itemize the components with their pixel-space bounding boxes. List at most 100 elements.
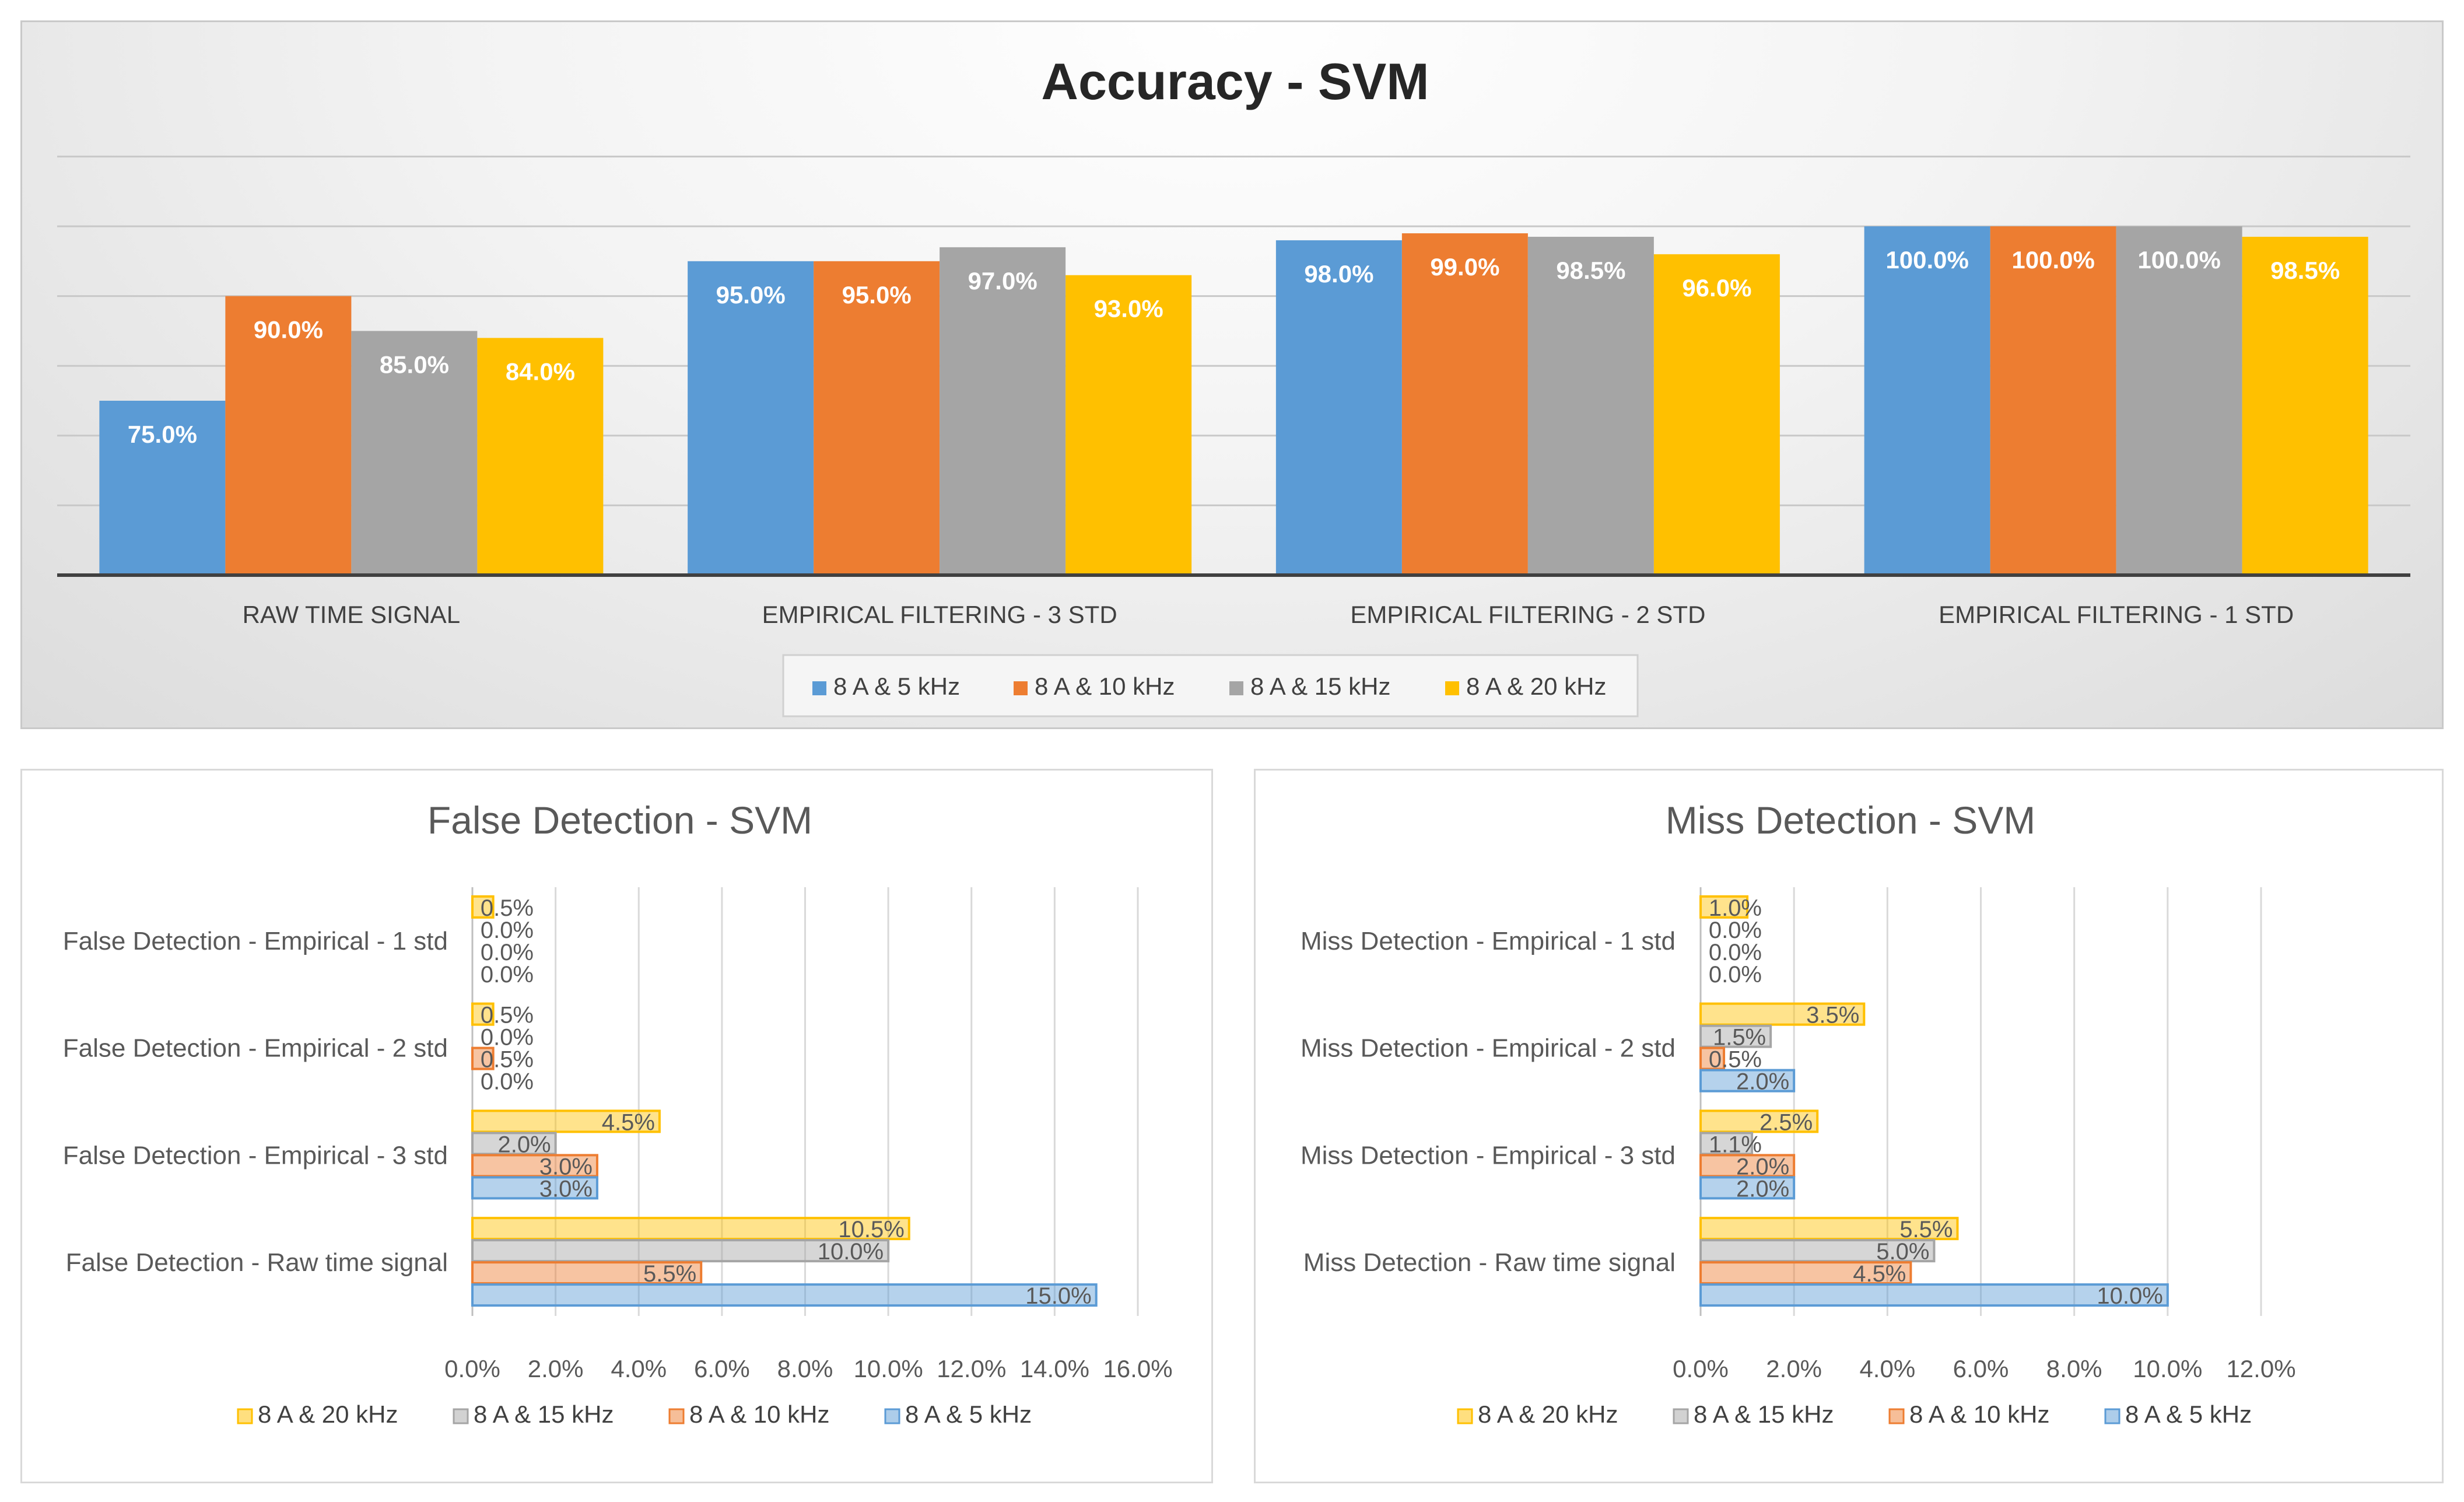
legend-label: 8 A & 5 kHz — [833, 673, 960, 700]
false-detection-chart: False Detection - SVM 0.0% 2.0% 4.0% 6.0% 8.0… — [63, 799, 1173, 1428]
category-label: EMPIRICAL FILTERING - 3 STD — [762, 601, 1117, 628]
tick-label: 10.0% — [854, 1355, 923, 1382]
data-label: 98.5% — [2270, 257, 2340, 284]
data-label: 0.0% — [481, 940, 534, 965]
data-label: 1.5% — [1713, 1025, 1766, 1051]
data-label: 0.5% — [481, 1003, 534, 1028]
data-label: 10.0% — [2097, 1283, 2162, 1309]
bar — [471, 1154, 598, 1178]
data-label: 0.5% — [481, 1047, 534, 1073]
miss-detection-chart-panel: Miss Detection - SVM 0.0% 2.0% 4.0% 6.0% 8.0%… — [1254, 769, 2444, 1483]
accuracy-chart-panel: Accuracy - SVM 75.0% 90.0% 85.0% 84.0% RAW TI… — [20, 20, 2444, 729]
bar — [1653, 254, 1780, 576]
legend-label: 8 A & 15 kHz — [474, 1401, 614, 1428]
bar — [99, 401, 226, 575]
data-label: 93.0% — [1094, 295, 1163, 323]
data-label: 0.0% — [1709, 918, 1762, 943]
tick-label: 16.0% — [1103, 1355, 1172, 1382]
bar — [1699, 1283, 2169, 1307]
tick-label: 14.0% — [1020, 1355, 1089, 1382]
data-label: 100.0% — [2011, 246, 2094, 274]
legend-swatch — [812, 681, 826, 695]
legend-swatch — [1673, 1408, 1689, 1424]
legend-swatch — [1445, 681, 1459, 695]
category-label: Miss Detection - Empirical - 2 std — [1301, 1034, 1676, 1063]
data-label: 0.0% — [481, 918, 534, 943]
tick-label: 12.0% — [2226, 1355, 2295, 1382]
legend-swatch — [668, 1408, 685, 1424]
tick-label: 8.0% — [777, 1355, 833, 1382]
tick-label: 0.0% — [1673, 1355, 1729, 1382]
tick-label: 6.0% — [694, 1355, 750, 1382]
data-label: 3.5% — [1806, 1003, 1859, 1028]
tick-label: 2.0% — [1766, 1355, 1822, 1382]
data-label: 2.0% — [1736, 1154, 1789, 1179]
category-label: EMPIRICAL FILTERING - 2 STD — [1350, 601, 1705, 628]
data-label: 4.5% — [1853, 1261, 1906, 1287]
bar — [1699, 1239, 1936, 1263]
legend-label: 8 A & 5 kHz — [2125, 1401, 2252, 1428]
category-label: False Detection - Raw time signal — [66, 1248, 448, 1277]
bar — [1699, 1261, 1912, 1285]
chart-title: False Detection - SVM — [427, 799, 812, 842]
data-label: 84.0% — [506, 358, 575, 385]
chart-title: Miss Detection - SVM — [1666, 799, 2035, 842]
data-label: 3.0% — [539, 1176, 593, 1202]
tick-label: 12.0% — [937, 1355, 1006, 1382]
bar — [1699, 1069, 1796, 1093]
legend-label: 8 A & 5 kHz — [905, 1401, 1032, 1428]
bar — [1864, 226, 1990, 575]
category-label: False Detection - Empirical - 3 std — [63, 1141, 448, 1170]
data-label: 5.5% — [1899, 1217, 1953, 1242]
legend-label: 8 A & 15 kHz — [1250, 673, 1390, 700]
legend-swatch — [1457, 1408, 1473, 1424]
data-label: 15.0% — [1025, 1283, 1091, 1309]
data-label: 95.0% — [716, 281, 786, 309]
data-label: 0.5% — [481, 895, 534, 921]
bar — [1065, 275, 1192, 576]
data-label: 96.0% — [1682, 274, 1751, 302]
data-label: 98.5% — [1556, 257, 1625, 284]
data-label: 1.0% — [1709, 895, 1762, 921]
data-label: 97.0% — [968, 267, 1038, 295]
bar — [351, 331, 478, 575]
data-label: 4.5% — [602, 1109, 655, 1135]
data-label: 3.0% — [539, 1154, 593, 1179]
tick-label: 8.0% — [2046, 1355, 2102, 1382]
data-label: 100.0% — [2137, 246, 2220, 274]
data-label: 0.0% — [481, 1069, 534, 1095]
bar — [940, 247, 1066, 575]
bar — [471, 895, 495, 919]
miss-detection-chart: Miss Detection - SVM 0.0% 2.0% 4.0% 6.0% 8.0%… — [1301, 799, 2296, 1428]
category-label: Miss Detection - Raw time signal — [1303, 1248, 1676, 1277]
data-label: 0.5% — [1709, 1047, 1762, 1073]
tick-label: 0.0% — [444, 1355, 500, 1382]
tick-label: 4.0% — [1859, 1355, 1915, 1382]
legend-label: 8 A & 10 kHz — [1909, 1401, 2049, 1428]
bar — [471, 1002, 495, 1026]
data-label: 0.0% — [1709, 940, 1762, 965]
data-label: 1.1% — [1709, 1132, 1762, 1157]
bar — [1699, 1002, 1866, 1026]
false-detection-chart-panel: False Detection - SVM 0.0% 2.0% 4.0% 6.0% 8.0… — [20, 769, 1213, 1483]
legend-label: 8 A & 15 kHz — [1694, 1401, 1834, 1428]
data-label: 2.0% — [1736, 1176, 1789, 1202]
bar — [688, 261, 814, 575]
bar — [2116, 226, 2242, 575]
bar — [471, 1109, 661, 1133]
legend-swatch — [1229, 681, 1243, 695]
data-label: 0.0% — [481, 962, 534, 988]
tick-label: 4.0% — [611, 1355, 667, 1382]
data-label: 85.0% — [380, 351, 449, 378]
bar — [1699, 895, 1749, 919]
bar — [471, 1132, 557, 1156]
bar — [1527, 236, 1654, 575]
bar — [814, 261, 940, 575]
legend-label: 8 A & 10 kHz — [1035, 673, 1175, 700]
bar — [471, 1046, 495, 1070]
data-label: 2.0% — [1736, 1069, 1789, 1095]
category-label: EMPIRICAL FILTERING - 1 STD — [1939, 601, 2294, 628]
legend-label: 8 A & 10 kHz — [689, 1401, 829, 1428]
legend-swatch — [884, 1408, 900, 1424]
bar — [1401, 233, 1528, 576]
